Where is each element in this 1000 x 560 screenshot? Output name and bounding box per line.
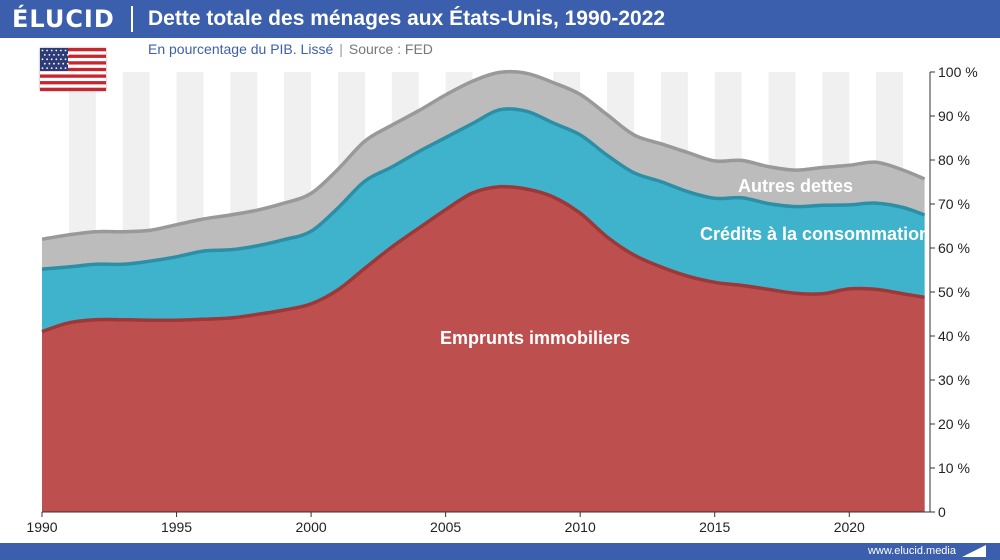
header-divider [131,6,133,32]
flag-stripe [40,74,106,78]
y-tick-label: 40 % [938,328,970,344]
source-label: Source : FED [348,41,433,57]
flag-stripe [40,81,106,85]
flag-star [41,49,44,52]
y-tick-label: 90 % [938,108,970,124]
footer-bar: www.elucid.media [0,543,1000,560]
flag-star [43,62,46,65]
x-tick-label: 2000 [296,519,327,535]
flag-stripe [40,61,106,65]
flag-star [57,62,60,65]
header-bar: ÉLUCID Dette totale des ménages aux État… [0,0,1000,38]
flag-stripe [40,87,106,91]
flag-stripe [40,54,106,58]
x-tick-label: 1995 [161,519,192,535]
y-tick-label: 50 % [938,284,970,300]
x-tick-label: 1990 [26,519,57,535]
y-tick-label: 70 % [938,196,970,212]
line-emprunts-immobiliers [41,184,925,334]
y-tick-label: 60 % [938,240,970,256]
subtitle-row: En pourcentage du PIB. Lissé | Source : FE… [148,40,433,58]
x-tick-label: 2020 [834,519,865,535]
line-autres-dettes [41,69,926,241]
flag-star [50,58,53,61]
flag-star [60,58,62,61]
flag-star [62,54,65,56]
y-tick-label: 10 % [938,460,970,476]
elucid-mark-icon [962,545,986,557]
flag-star [64,49,67,52]
subtitle-separator: | [339,41,343,57]
flag-star [66,62,69,65]
y-tick-label: 20 % [938,416,970,432]
y-tick-label: 100 % [938,64,978,80]
series-lines [41,69,926,334]
us-flag-icon [40,48,106,91]
flag-star [62,62,65,65]
flag-stripe [40,67,106,72]
flag-star [55,58,58,61]
chart-title: Dette totale des ménages aux États-Unis,… [148,7,666,30]
flag-star [50,49,53,52]
y-tick-label: 0 [938,504,946,520]
x-axis: 1990 1995 2000 2005 2010 2015 2020 [26,511,930,535]
flag-star [41,58,44,61]
flag-star [53,62,55,65]
annotation-credits-consommation: Crédits à la consommation [700,224,931,244]
flag-star [57,54,60,56]
y-tick-label: 80 % [938,152,970,168]
flag-star [41,67,44,69]
flag-star [48,62,51,65]
x-tick-label: 2010 [565,519,596,535]
flag-star [55,67,58,69]
flag-star [46,58,48,61]
area-emprunts-immobiliers [42,186,925,512]
annotation-emprunts-immobiliers: Emprunts immobiliers [440,328,631,348]
y-tick-label: 30 % [938,372,970,388]
flag-star [43,54,46,56]
x-tick-label: 2015 [699,519,730,535]
flag-star [60,67,62,69]
flag-star [53,54,55,56]
flag-star [55,49,58,52]
flag-star [64,58,67,61]
annotation-autres-dettes: Autres dettes [738,176,854,196]
flag-stripe [40,48,106,52]
y-axis: 0 10 % 20 % 30 % 40 % 50 % 60 % 70 % 80 % 90 % 100… [929,64,978,520]
x-tick-label: 2005 [430,519,461,535]
flag-star [64,67,67,69]
flag-star [48,54,51,56]
elucid-logo: ÉLUCID [12,5,115,33]
stacked-area-chart: 1990 1995 2000 2005 2010 2015 2020 0 10 % 20 % 30… [26,64,978,535]
line-credits-consommation [41,107,926,271]
flag-star [50,67,53,69]
flag-star [46,67,48,69]
chart-subtitle: En pourcentage du PIB. Lissé [148,41,334,57]
footer-site-url[interactable]: www.elucid.media [867,545,956,557]
area-series [42,71,925,513]
flag-star [60,49,62,52]
flag-star [46,49,48,52]
flag-star [66,54,69,56]
